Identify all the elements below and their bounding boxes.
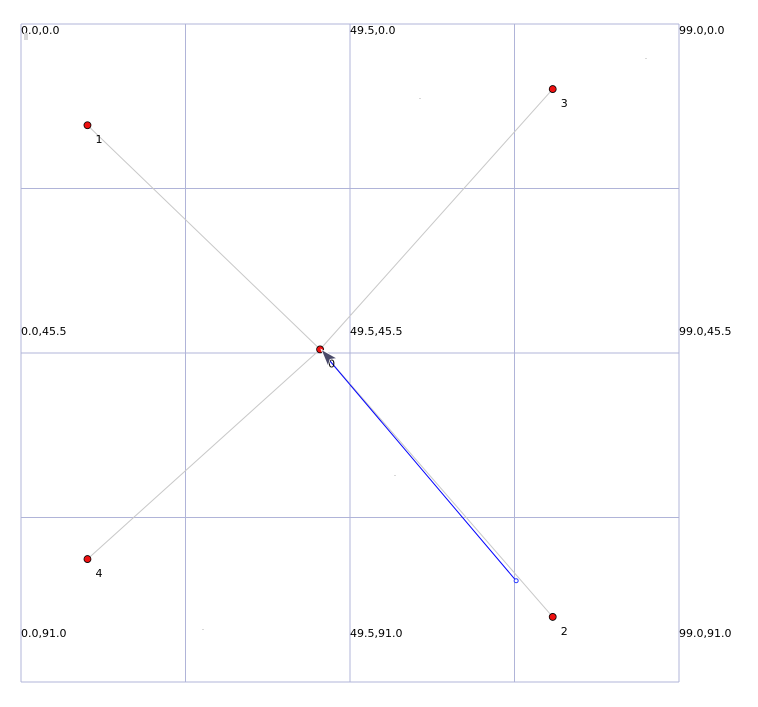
node-4-marker[interactable]: [83, 555, 92, 563]
node-3-marker[interactable]: [548, 85, 557, 93]
graph-edges: [87, 88, 554, 618]
coordinate-label-tl: 0.0,0.0: [21, 24, 59, 37]
edge-0-1: [87, 124, 321, 350]
coordinate-label-mr: 99.0,45.5: [679, 325, 731, 338]
edge-0-4: [87, 349, 321, 560]
active-path: [319, 349, 519, 584]
background-speck: [394, 475, 396, 476]
coordinate-label-tr: 99.0,0.0: [679, 24, 724, 37]
node-2-label: 2: [561, 625, 568, 638]
coordinate-label-br: 99.0,91.0: [679, 627, 731, 640]
background-specks: [24, 33, 647, 630]
node-0-label: 0: [328, 357, 335, 370]
coordinate-labels: 0.0,0.0 49.5,0.0 99.0,0.0 0.0,45.5 49.5,45.5…: [21, 24, 731, 640]
node-2-marker[interactable]: [548, 613, 557, 621]
background-speck: [419, 98, 421, 99]
background-speck: [202, 629, 204, 630]
coordinate-label-bl: 0.0,91.0: [21, 627, 66, 640]
cursor: [320, 348, 339, 368]
node-1-label: 1: [95, 133, 102, 146]
node-4-label: 4: [95, 567, 102, 580]
arrow-cursor-icon: [320, 348, 339, 368]
coordinate-label-ml: 0.0,45.5: [21, 325, 66, 338]
node-3-label: 3: [561, 97, 568, 110]
edge-0-2: [319, 349, 554, 618]
waypoint-marker[interactable]: [513, 578, 519, 584]
background-speck: [24, 33, 28, 40]
coordinate-label-tc: 49.5,0.0: [350, 24, 395, 37]
coordinate-label-bc: 49.5,91.0: [350, 627, 402, 640]
node-1-marker[interactable]: [83, 121, 92, 130]
active-path-segment: [319, 349, 517, 582]
grid-lines: [20, 23, 680, 683]
edge-0-3: [319, 88, 554, 350]
coordinate-label-mc: 49.5,45.5: [350, 325, 402, 338]
background-speck: [645, 58, 647, 59]
